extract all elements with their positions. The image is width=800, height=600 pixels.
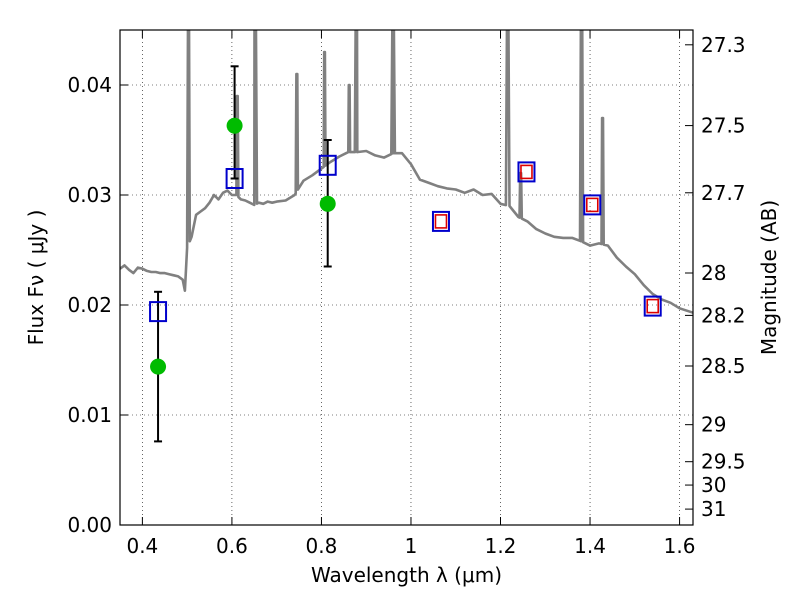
x-tick-label: 1.4 bbox=[574, 534, 606, 558]
model-flux-square bbox=[643, 295, 662, 317]
grid bbox=[120, 30, 693, 526]
axis-ticks: 0.4 0.6 0.8 1 1.2 1.4 1.6 0.00 0.01 0.02 0.03 0.04 2… bbox=[67, 30, 746, 558]
right-y-tick-label: 28.5 bbox=[701, 354, 746, 378]
x-tick-label: 0.4 bbox=[126, 534, 158, 558]
y-tick-label: 0.02 bbox=[67, 293, 112, 317]
right-y-axis-label: Magnitude (AB) bbox=[757, 200, 781, 355]
model-flux-square bbox=[149, 301, 168, 323]
model-flux-square bbox=[583, 194, 602, 216]
y-tick-label: 0.04 bbox=[67, 73, 112, 97]
plot-frame bbox=[119, 29, 694, 526]
y-tick-label: 0.01 bbox=[67, 403, 112, 427]
observed-flux-point bbox=[150, 358, 167, 375]
model-flux-inner-square bbox=[520, 164, 533, 180]
y-tick-label: 0.00 bbox=[67, 513, 112, 537]
observed-flux-point bbox=[226, 117, 243, 134]
x-tick-label: 1 bbox=[405, 534, 418, 558]
x-tick-label: 0.6 bbox=[216, 534, 248, 558]
y-tick-label: 0.03 bbox=[67, 183, 112, 207]
observed-flux-point bbox=[319, 195, 336, 212]
right-y-tick-label: 27.3 bbox=[701, 33, 746, 57]
x-axis-label: Wavelength λ (μm) bbox=[311, 563, 502, 587]
model-spectrum-line bbox=[120, 30, 693, 314]
model-flux-inner-square bbox=[646, 298, 660, 314]
model-flux-square bbox=[318, 154, 337, 176]
model-flux-inner-square bbox=[434, 214, 448, 229]
model-flux-square bbox=[517, 161, 536, 183]
spectrum-group bbox=[120, 30, 693, 443]
right-y-tick-label: 31 bbox=[701, 497, 726, 521]
x-tick-label: 1.6 bbox=[664, 534, 696, 558]
right-y-tick-label: 27.7 bbox=[701, 181, 746, 205]
right-y-tick-label: 28 bbox=[701, 261, 726, 285]
x-tick-label: 1.2 bbox=[485, 534, 517, 558]
right-y-tick-label: 27.5 bbox=[701, 114, 746, 138]
right-y-tick-label: 29 bbox=[701, 413, 726, 437]
plot-area bbox=[120, 30, 693, 443]
right-y-tick-label: 30 bbox=[701, 473, 726, 497]
model-flux-square bbox=[431, 210, 450, 232]
y-axis-label: Flux Fν ( μJy ) bbox=[24, 210, 48, 346]
x-tick-label: 0.8 bbox=[306, 534, 338, 558]
right-y-tick-label: 28.2 bbox=[701, 303, 746, 327]
model-flux-square bbox=[225, 168, 244, 189]
model-flux-inner-square bbox=[585, 197, 599, 213]
right-y-tick-label: 29.5 bbox=[701, 450, 746, 474]
